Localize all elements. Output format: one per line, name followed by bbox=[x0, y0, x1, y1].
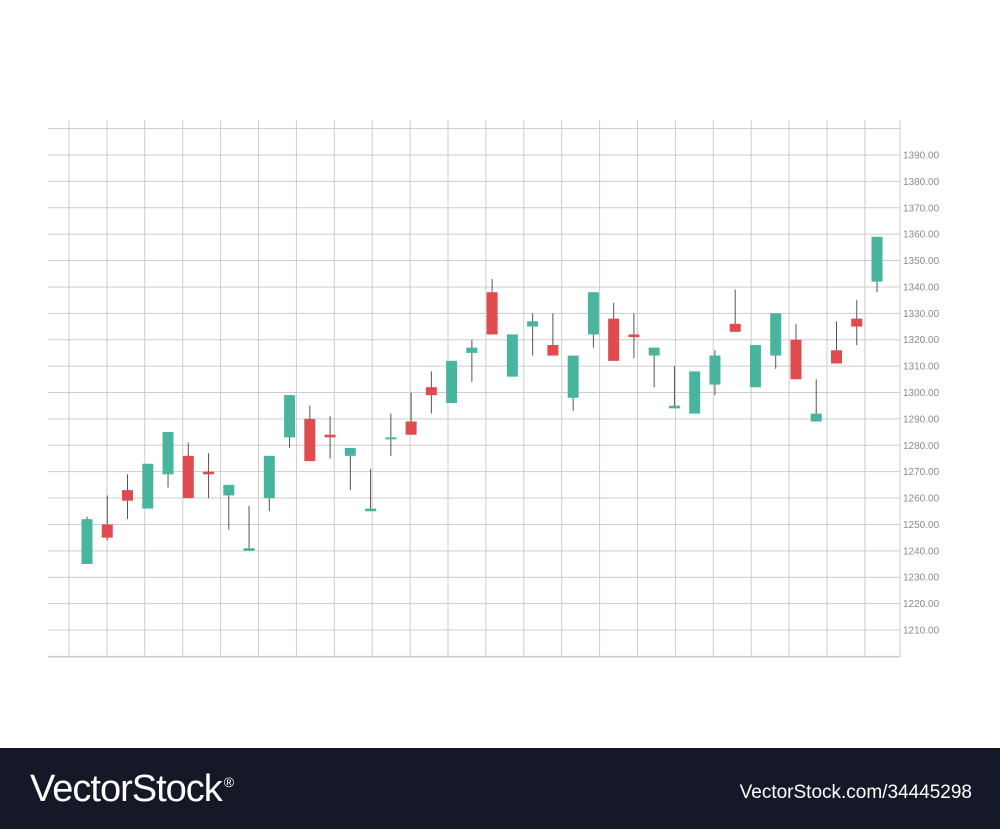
y-tick-label: 1280.00 bbox=[903, 441, 940, 452]
candle-body bbox=[749, 345, 761, 388]
candle-body bbox=[243, 548, 255, 551]
candle-body bbox=[142, 463, 154, 509]
candle-body bbox=[486, 292, 498, 335]
candle-body bbox=[527, 321, 539, 327]
y-tick-label: 1240.00 bbox=[903, 546, 940, 557]
y-tick-label: 1340.00 bbox=[903, 282, 940, 293]
y-tick-label: 1350.00 bbox=[903, 256, 940, 267]
candle-body bbox=[162, 432, 174, 475]
y-tick-label: 1330.00 bbox=[903, 309, 940, 320]
y-tick-label: 1250.00 bbox=[903, 520, 940, 531]
chart-svg: 1210.00 1220.00 1230.00 1240.00 1250.00 1260.… bbox=[48, 120, 940, 658]
y-tick-label: 1370.00 bbox=[903, 203, 940, 214]
candle-body bbox=[608, 318, 620, 361]
candle-body bbox=[567, 355, 579, 398]
y-tick-label: 1380.00 bbox=[903, 177, 940, 188]
candle-body bbox=[365, 508, 377, 512]
candle-body bbox=[81, 519, 93, 565]
candle-body bbox=[506, 334, 518, 377]
candle-body bbox=[223, 484, 235, 496]
candle-body bbox=[405, 421, 417, 435]
y-tick-label: 1320.00 bbox=[903, 335, 940, 346]
candle-body bbox=[810, 413, 822, 422]
y-tick-label: 1300.00 bbox=[903, 388, 940, 399]
y-tick-label: 1230.00 bbox=[903, 573, 940, 584]
candle-body bbox=[851, 318, 863, 327]
y-tick-label: 1260.00 bbox=[903, 494, 940, 505]
candle-body bbox=[263, 455, 275, 499]
candle-body bbox=[425, 387, 437, 396]
candle-body bbox=[304, 418, 316, 462]
candle-body bbox=[648, 347, 660, 356]
candle-body bbox=[446, 360, 458, 404]
candle-body bbox=[628, 334, 640, 338]
candle-body bbox=[689, 371, 701, 414]
watermark-bar: VectorStock ® VectorStock.com/34445298 bbox=[0, 748, 1000, 829]
candle-body bbox=[871, 236, 883, 282]
y-tick-label: 1210.00 bbox=[903, 626, 940, 637]
candle-body bbox=[790, 339, 802, 380]
candle-body bbox=[770, 313, 782, 356]
watermark-brand-text: VectorStock bbox=[30, 768, 223, 810]
candle-body bbox=[324, 434, 336, 438]
candle-body bbox=[385, 437, 397, 440]
candle-body bbox=[466, 347, 478, 353]
candle-body bbox=[203, 471, 215, 475]
watermark-image-id: VectorStock.com/34445298 bbox=[739, 782, 972, 803]
y-tick-label: 1310.00 bbox=[903, 362, 940, 373]
watermark-brand: VectorStock ® bbox=[30, 768, 234, 811]
y-tick-label: 1390.00 bbox=[903, 151, 940, 162]
candle-body bbox=[284, 395, 296, 438]
candlestick-chart: 1210.00 1220.00 1230.00 1240.00 1250.00 1260.… bbox=[48, 120, 940, 658]
candle-body bbox=[729, 323, 741, 332]
candle-body bbox=[182, 455, 194, 499]
candle-body bbox=[101, 524, 113, 538]
y-tick-label: 1220.00 bbox=[903, 599, 940, 610]
candle-body bbox=[709, 355, 721, 385]
candle-body bbox=[344, 447, 356, 456]
candle-body bbox=[122, 490, 134, 501]
y-tick-label: 1360.00 bbox=[903, 230, 940, 241]
candle-body bbox=[668, 405, 680, 409]
candle-body bbox=[547, 345, 559, 356]
y-tick-label: 1290.00 bbox=[903, 414, 940, 425]
y-tick-label: 1270.00 bbox=[903, 467, 940, 478]
watermark-reg-mark: ® bbox=[223, 774, 234, 791]
candle-body bbox=[830, 350, 842, 364]
candle-body bbox=[587, 292, 599, 335]
